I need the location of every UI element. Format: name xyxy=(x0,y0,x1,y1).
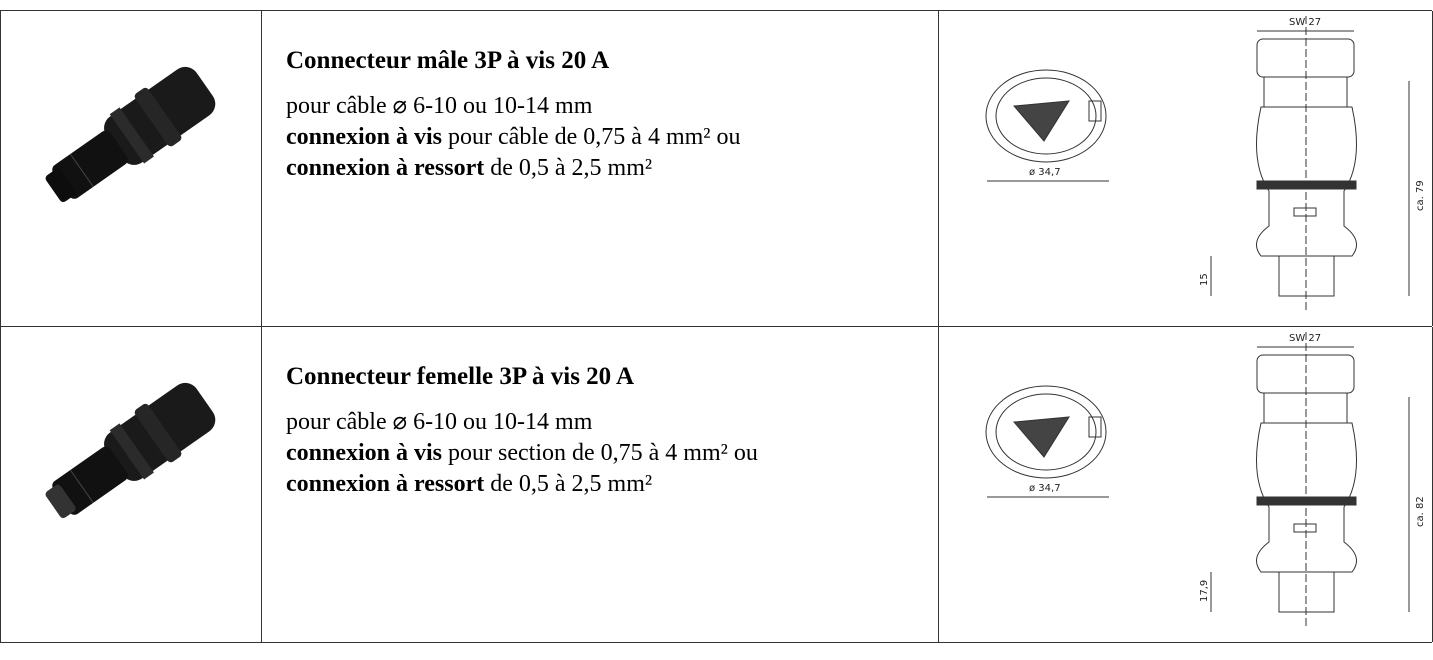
length-label: ca. 79 xyxy=(1415,180,1426,211)
drawing-cell: ø 34,7 SW 27 ca. 79 15 xyxy=(938,11,1433,326)
front-view xyxy=(985,69,1107,163)
length-label: ca. 82 xyxy=(1415,496,1426,527)
text: de 0,5 à 2,5 mm² xyxy=(490,155,653,181)
width-label: SW 27 xyxy=(1289,17,1321,28)
pin-face xyxy=(1012,416,1070,458)
description-cell: Connecteur mâle 3P à vis 20 A pour câble… xyxy=(261,11,938,326)
latch xyxy=(1293,523,1317,533)
description-line: connexion à vis pour section de 0,75 à 4… xyxy=(286,438,938,469)
text: pour section de 0,75 à 4 mm² ou xyxy=(448,440,758,466)
latch xyxy=(1293,207,1317,217)
diameter-label: ø 34,7 xyxy=(1029,483,1061,494)
body xyxy=(1256,106,1357,257)
connector-photo xyxy=(45,382,216,519)
latch xyxy=(1088,100,1102,122)
bold-term: connexion à vis xyxy=(286,440,443,466)
photo-cell xyxy=(0,327,261,642)
diameter-label: ø 34,7 xyxy=(1029,167,1061,178)
thread xyxy=(1263,392,1348,424)
width-label: SW 27 xyxy=(1289,333,1321,344)
technical-drawing: ø 34,7 SW 27 ca. 82 17,9 xyxy=(985,332,1426,627)
pin-label: 17,9 xyxy=(1199,580,1210,602)
photo-cell xyxy=(0,11,261,326)
bold-term: connexion à ressort xyxy=(286,155,485,181)
product-table: Connecteur mâle 3P à vis 20 A pour câble… xyxy=(0,10,1433,643)
text: de 0,5 à 2,5 mm² xyxy=(490,471,653,497)
description-line: pour câble ⌀ 6-10 ou 10-14 mm xyxy=(286,409,593,435)
latch xyxy=(1088,416,1102,438)
connector-body xyxy=(45,382,216,519)
description-line: connexion à ressort de 0,5 à 2,5 mm² xyxy=(286,153,938,184)
table-row: Connecteur femelle 3P à vis 20 A pour câ… xyxy=(0,327,1433,643)
front-view-inner xyxy=(995,77,1097,155)
pin-face xyxy=(1012,100,1070,142)
connector-photo xyxy=(45,66,216,203)
text: pour câble de 0,75 à 4 mm² ou xyxy=(448,124,741,150)
connector-body xyxy=(45,66,216,203)
body xyxy=(1256,422,1357,573)
front-view-inner xyxy=(995,393,1097,471)
bold-term: connexion à ressort xyxy=(286,471,485,497)
front-view xyxy=(985,385,1107,479)
pin-label: 15 xyxy=(1199,273,1210,286)
technical-drawing: ø 34,7 SW 27 ca. 79 15 xyxy=(985,16,1426,311)
bold-term: connexion à vis xyxy=(286,124,443,150)
description-line: pour câble ⌀ 6-10 ou 10-14 mm xyxy=(286,93,593,119)
product-title: Connecteur femelle 3P à vis 20 A xyxy=(286,363,635,390)
description-cell: Connecteur femelle 3P à vis 20 A pour câ… xyxy=(261,327,938,642)
table-row: Connecteur mâle 3P à vis 20 A pour câble… xyxy=(0,11,1433,327)
product-title: Connecteur mâle 3P à vis 20 A xyxy=(286,47,610,74)
drawing-cell: ø 34,7 SW 27 ca. 82 17,9 xyxy=(938,327,1433,642)
thread xyxy=(1263,76,1348,108)
description-line: connexion à ressort de 0,5 à 2,5 mm² xyxy=(286,469,938,500)
description-line: connexion à vis pour câble de 0,75 à 4 m… xyxy=(286,122,938,153)
